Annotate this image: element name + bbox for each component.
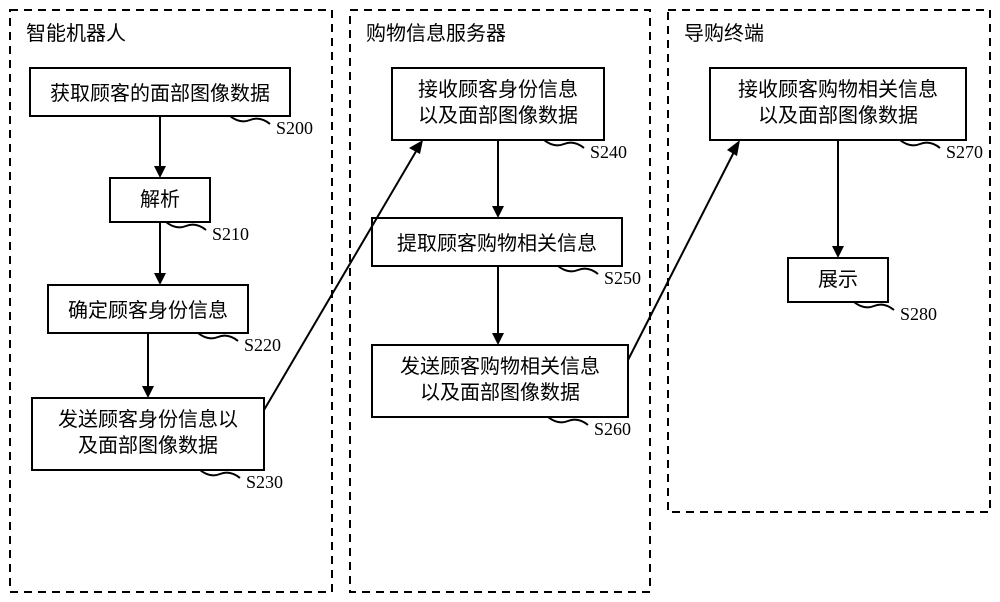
box-s270-line1: 接收顾客购物相关信息 [738, 78, 938, 101]
tag-s250: S250 [604, 268, 641, 288]
squiggle-s240 [544, 140, 584, 148]
squiggle-s230 [200, 470, 240, 478]
box-s240-line1: 接收顾客身份信息 [418, 78, 578, 101]
box-s250-text: 提取顾客购物相关信息 [397, 232, 597, 255]
tag-s260: S260 [594, 419, 631, 439]
box-s260-line2: 以及面部图像数据 [420, 381, 580, 404]
squiggle-s200 [230, 116, 270, 124]
tag-s270: S270 [946, 142, 983, 162]
arrowhead-s240-s250 [492, 206, 504, 218]
box-s200-text: 获取顾客的面部图像数据 [50, 82, 270, 105]
box-s230-line1: 发送顾客身份信息以 [58, 408, 238, 431]
arrowhead-s250-s260 [492, 333, 504, 345]
column-robot-title: 智能机器人 [26, 22, 126, 45]
box-s270-line2: 以及面部图像数据 [758, 104, 918, 127]
squiggle-s270 [900, 140, 940, 148]
box-s220-text: 确定顾客身份信息 [68, 299, 228, 322]
box-s240-line2: 以及面部图像数据 [418, 104, 578, 127]
arrowhead-s220-s230 [142, 386, 154, 398]
column-server-title: 购物信息服务器 [366, 22, 506, 45]
box-s260-line1: 发送顾客购物相关信息 [400, 355, 600, 378]
tag-s220: S220 [244, 335, 281, 355]
box-s210-text: 解析 [140, 188, 180, 211]
arrowhead-s200-s210 [154, 166, 166, 178]
arrow-s260-s270 [628, 148, 736, 360]
tag-s280: S280 [900, 304, 937, 324]
box-s280-text: 展示 [818, 269, 858, 291]
arrowhead-s210-s220 [154, 273, 166, 285]
box-s230-line2: 及面部图像数据 [78, 434, 218, 457]
arrowhead-s270-s280 [832, 246, 844, 258]
squiggle-s260 [548, 417, 588, 425]
column-terminal-title: 导购终端 [684, 22, 764, 45]
tag-s240: S240 [590, 142, 627, 162]
tag-s200: S200 [276, 118, 313, 138]
squiggle-s250 [558, 266, 598, 274]
tag-s230: S230 [246, 472, 283, 492]
arrowhead-s260-s270 [727, 140, 740, 156]
squiggle-s210 [166, 222, 206, 230]
squiggle-s220 [198, 333, 238, 341]
tag-s210: S210 [212, 224, 249, 244]
squiggle-s280 [854, 302, 894, 310]
